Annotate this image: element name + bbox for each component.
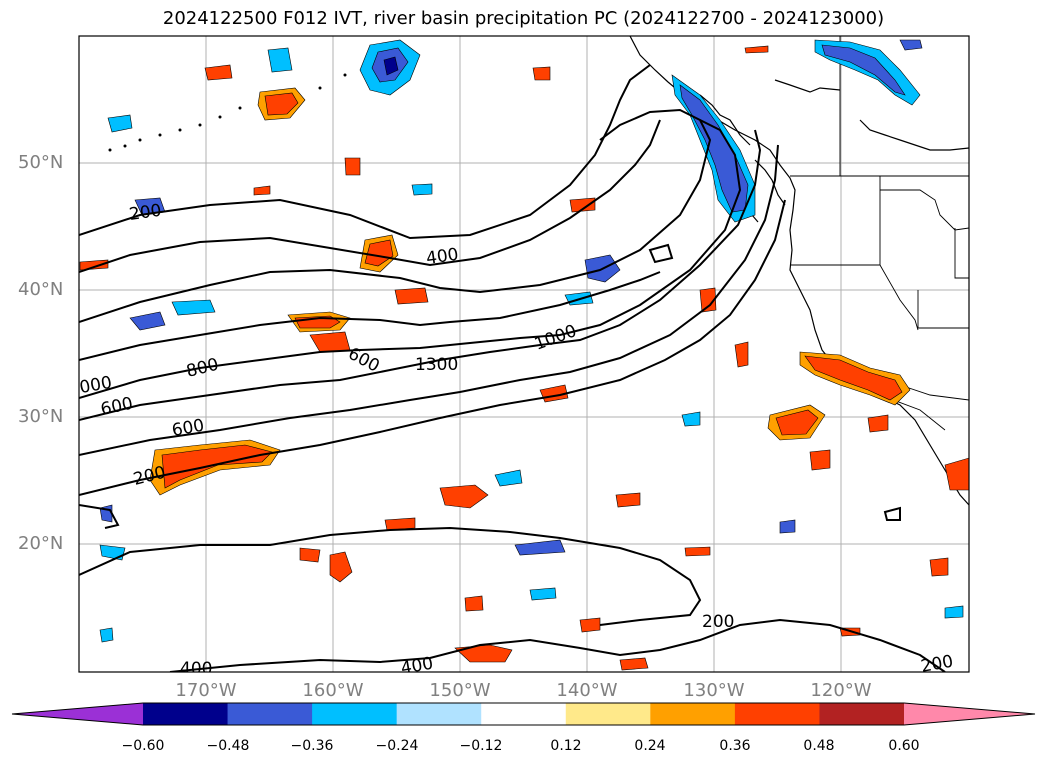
lat-label-40: 40°N — [18, 279, 64, 300]
map-background — [79, 36, 969, 672]
lat-label-20: 20°N — [18, 533, 64, 554]
lon-label-160w: 160°W — [302, 680, 364, 701]
lat-label-50: 50°N — [18, 152, 64, 173]
colorbar-tick-label-7: 0.24 — [634, 738, 666, 754]
lon-label-150w: 150°W — [429, 680, 491, 701]
colorbar-tick-label-10: 0.60 — [888, 738, 920, 754]
lon-label-120w: 120°W — [810, 680, 872, 701]
colorbar-tick-label-4: −0.24 — [375, 738, 419, 754]
lat-label-30: 30°N — [18, 406, 64, 427]
colorbar-tick-label-5: −0.12 — [459, 738, 503, 754]
colorbar-tick-label-6: 0.12 — [550, 738, 582, 754]
map-title: 2024122500 F012 IVT, river basin precipi… — [162, 8, 885, 29]
contour-label-200-d: 200 — [919, 652, 954, 677]
precip-negative-regions — [99, 39, 964, 643]
precip-positive-regions — [79, 45, 969, 671]
colorbar-tick-label-3: −0.36 — [290, 738, 334, 754]
lon-label-140w: 140°W — [556, 680, 618, 701]
contour-label-400-b: 400 — [180, 659, 212, 679]
colorbar-tick-label-9: 0.48 — [803, 738, 835, 754]
lon-label-170w: 170°W — [175, 680, 237, 701]
colorbar-tick-label-2: −0.48 — [206, 738, 250, 754]
contour-label-400-c: 400 — [399, 654, 434, 679]
map-frame — [78, 35, 970, 673]
contour-label-200-a: 200 — [128, 201, 163, 225]
colorbar-tick-label-8: 0.36 — [719, 738, 751, 754]
political-borders — [790, 36, 969, 431]
colorbar-tick-label-1: −0.60 — [121, 738, 165, 754]
contour-label-400-a: 400 — [425, 245, 460, 269]
contour-label-200-c: 200 — [702, 612, 734, 632]
lon-label-130w: 130°W — [683, 680, 745, 701]
contour-label-1300: 1300 — [415, 355, 458, 375]
ivt-contours — [79, 64, 946, 672]
